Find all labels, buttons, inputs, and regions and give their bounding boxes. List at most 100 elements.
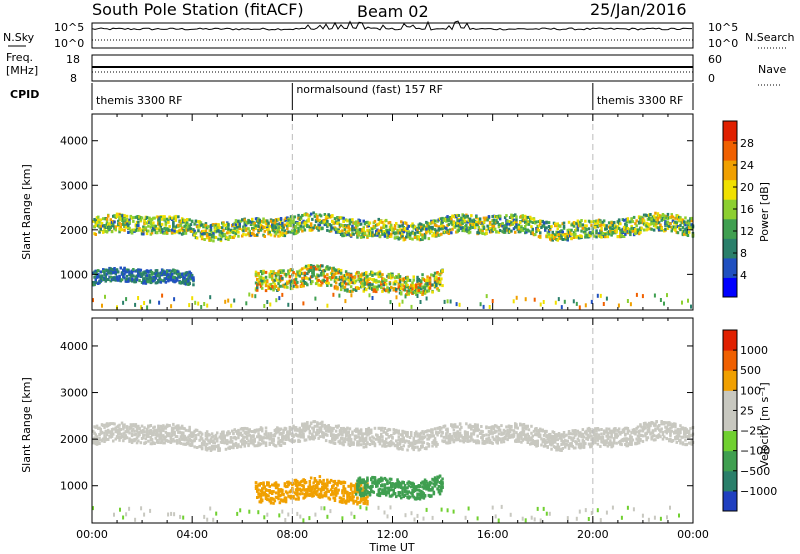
data-cell bbox=[378, 220, 382, 224]
data-cell bbox=[684, 223, 687, 227]
data-cell bbox=[426, 221, 429, 225]
data-cell bbox=[535, 441, 538, 444]
data-cell bbox=[172, 431, 175, 435]
data-cell bbox=[109, 267, 112, 271]
data-cell bbox=[272, 228, 275, 232]
data-cell bbox=[458, 225, 462, 229]
data-cell bbox=[277, 436, 280, 440]
data-cell bbox=[595, 235, 598, 239]
noise-cell bbox=[458, 302, 461, 307]
data-cell bbox=[162, 272, 165, 276]
data-cell bbox=[233, 234, 236, 238]
data-cell bbox=[323, 433, 327, 437]
data-cell bbox=[508, 435, 512, 439]
data-cell bbox=[493, 221, 497, 225]
data-cell bbox=[188, 273, 191, 277]
data-cell bbox=[132, 424, 135, 428]
data-cell bbox=[426, 433, 429, 437]
data-cell bbox=[309, 422, 313, 426]
data-cell bbox=[321, 424, 324, 428]
data-cell bbox=[200, 437, 204, 441]
data-cell bbox=[179, 280, 183, 284]
data-cell bbox=[522, 218, 526, 222]
data-cell bbox=[423, 291, 427, 295]
data-cell bbox=[413, 445, 417, 449]
data-cell bbox=[685, 231, 688, 234]
data-cell bbox=[377, 217, 380, 221]
data-cell bbox=[243, 439, 246, 443]
data-cell bbox=[428, 231, 432, 235]
data-cell bbox=[690, 227, 693, 231]
data-cell bbox=[303, 429, 307, 433]
data-cell bbox=[97, 269, 100, 273]
data-cell bbox=[328, 223, 332, 227]
data-cell bbox=[359, 285, 363, 289]
data-cell bbox=[621, 218, 625, 222]
data-cell bbox=[130, 231, 134, 235]
data-cell bbox=[386, 289, 389, 292]
data-cell bbox=[298, 274, 302, 278]
data-cell bbox=[237, 219, 240, 223]
data-cell bbox=[237, 443, 240, 447]
noise-cell bbox=[395, 295, 398, 300]
data-cell bbox=[321, 435, 324, 438]
data-cell bbox=[133, 439, 136, 443]
data-cell bbox=[289, 427, 293, 431]
data-cell bbox=[231, 440, 234, 444]
data-cell bbox=[177, 430, 180, 434]
data-cell bbox=[497, 230, 501, 234]
data-cell bbox=[115, 268, 119, 272]
data-cell bbox=[452, 428, 456, 432]
data-cell bbox=[383, 234, 387, 238]
data-cell bbox=[649, 213, 652, 216]
data-cell bbox=[521, 426, 524, 430]
data-cell bbox=[477, 231, 481, 235]
data-cell bbox=[669, 222, 672, 226]
data-cell bbox=[165, 230, 169, 234]
data-cell bbox=[243, 441, 246, 445]
data-cell bbox=[337, 440, 340, 444]
data-cell bbox=[147, 270, 150, 274]
data-cell bbox=[521, 228, 524, 232]
data-cell bbox=[228, 230, 231, 234]
data-cell bbox=[317, 274, 320, 278]
data-cell bbox=[432, 274, 436, 278]
data-cell bbox=[393, 227, 397, 231]
data-cell bbox=[681, 226, 685, 229]
data-cell bbox=[352, 221, 355, 225]
noise-cell bbox=[681, 300, 683, 305]
data-cell bbox=[435, 275, 438, 279]
data-cell bbox=[164, 272, 168, 275]
data-cell bbox=[234, 429, 238, 433]
data-cell bbox=[683, 220, 686, 224]
data-cell bbox=[576, 219, 580, 223]
data-cell bbox=[590, 223, 593, 227]
data-cell bbox=[210, 231, 214, 235]
data-cell bbox=[249, 223, 253, 226]
data-cell bbox=[383, 440, 387, 444]
data-cell bbox=[418, 231, 422, 235]
data-cell bbox=[491, 431, 494, 435]
noise-cell bbox=[350, 293, 353, 298]
data-cell bbox=[268, 442, 271, 446]
data-cell bbox=[164, 228, 168, 232]
data-cell bbox=[164, 430, 168, 434]
data-cell bbox=[94, 442, 97, 446]
data-cell bbox=[407, 286, 410, 289]
data-cell bbox=[127, 224, 130, 228]
data-cell bbox=[294, 285, 298, 289]
data-cell bbox=[445, 436, 448, 440]
data-cell bbox=[258, 226, 261, 229]
data-cell bbox=[157, 427, 160, 431]
data-cell bbox=[263, 229, 266, 233]
data-cell bbox=[98, 220, 101, 224]
data-cell bbox=[177, 223, 180, 227]
data-cell bbox=[246, 434, 249, 438]
data-cell bbox=[214, 224, 218, 228]
data-cell bbox=[216, 437, 219, 441]
data-cell bbox=[308, 214, 312, 218]
data-cell bbox=[472, 431, 476, 434]
data-cell bbox=[506, 228, 509, 232]
data-cell bbox=[323, 426, 327, 430]
